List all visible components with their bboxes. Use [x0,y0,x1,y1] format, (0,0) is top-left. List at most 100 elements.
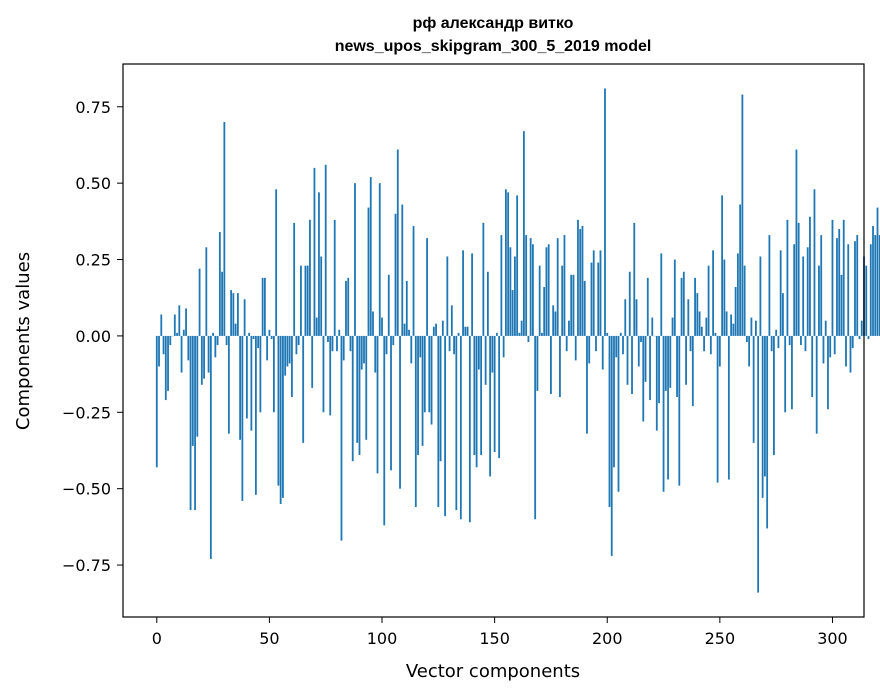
bar-239 [694,277,696,336]
bar-130 [448,335,451,352]
bar-50 [268,329,271,336]
bar-295 [820,235,823,336]
bar-292 [813,189,816,336]
bar-262 [745,335,748,343]
bar-6 [169,335,172,346]
bar-125 [437,335,440,508]
bar-216 [642,335,645,422]
bar-84 [345,280,347,336]
bar-36 [236,293,239,336]
bar-90 [358,335,361,456]
bar-212 [633,222,636,336]
bar-247 [712,250,714,336]
bar-85 [347,277,350,336]
bar-128 [444,335,446,517]
bar-75 [324,164,327,336]
bar-29 [221,271,223,336]
bar-92 [363,335,365,364]
bar-193 [590,262,593,336]
bar-278 [782,293,784,336]
bar-159 [514,256,516,336]
bar-69 [311,335,314,388]
bar-220 [651,317,654,336]
bar-46 [259,335,262,413]
bar-147 [486,271,489,336]
bar-288 [804,335,807,352]
bar-34 [232,293,235,336]
y-tick-label-1: −0.50 [62,480,111,499]
bar-169 [536,335,539,391]
bar-213 [635,299,638,336]
bar-30 [223,122,226,336]
x-tick-label-250: 250 [705,629,736,648]
bar-106 [394,213,397,336]
bar-192 [588,335,591,364]
bar-18 [196,335,199,437]
y-tick-label-6: 0.75 [75,98,111,117]
bar-162 [520,320,523,336]
bar-44 [254,335,257,495]
bar-35 [234,323,237,336]
bar-200 [606,332,609,336]
bar-180 [561,265,564,336]
bar-60 [291,335,293,398]
x-axis: 0 50 100 150 200 250 300 [152,617,848,648]
bar-144 [480,335,483,456]
bar-143 [477,335,480,370]
bar-272 [768,235,771,336]
bar-39 [243,299,246,336]
bar-267 [757,335,760,593]
bar-82 [340,335,343,541]
bar-161 [518,332,521,336]
bar-185 [572,274,575,336]
bar-270 [764,335,766,477]
bar-158 [511,290,514,336]
bar-229 [671,317,674,336]
bar-225 [662,335,665,492]
bar-116 [417,335,419,456]
bar-109 [401,204,404,336]
bar-273 [770,335,773,352]
bar-78 [331,335,334,352]
bar-154 [502,335,505,358]
bar-260 [741,94,744,336]
bar-276 [777,335,780,349]
bar-41 [248,332,251,336]
bar-215 [640,335,642,343]
bar-241 [698,311,701,336]
bar-99 [378,183,381,336]
bar-100 [381,317,383,336]
bar-105 [392,335,395,346]
bar-14 [187,335,190,361]
bar-321 [878,235,880,336]
bar-275 [775,329,778,336]
bar-236 [687,299,690,336]
bar-141 [473,335,476,456]
bar-139 [468,335,471,523]
bar-119 [423,335,426,413]
bar-250 [718,335,721,367]
bar-94 [367,207,370,336]
bar-76 [327,335,329,343]
bar-77 [329,335,332,416]
bar-198 [601,335,604,370]
bar-183 [568,320,570,336]
bar-123 [432,326,435,336]
bar-151 [495,332,498,336]
bar-66 [304,265,307,336]
bar-251 [721,195,724,336]
bar-38 [241,335,244,501]
x-tick-label-150: 150 [479,629,510,648]
bar-170 [538,265,541,336]
bar-127 [441,320,444,336]
bar-146 [484,335,487,385]
bar-181 [563,235,566,336]
bar-289 [806,247,809,336]
bar-219 [649,335,651,401]
bar-80 [336,335,338,352]
bar-268 [759,256,762,336]
bar-83 [342,335,345,361]
x-tick-label-200: 200 [592,629,623,648]
bar-107 [396,149,399,336]
bar-62 [295,335,298,355]
